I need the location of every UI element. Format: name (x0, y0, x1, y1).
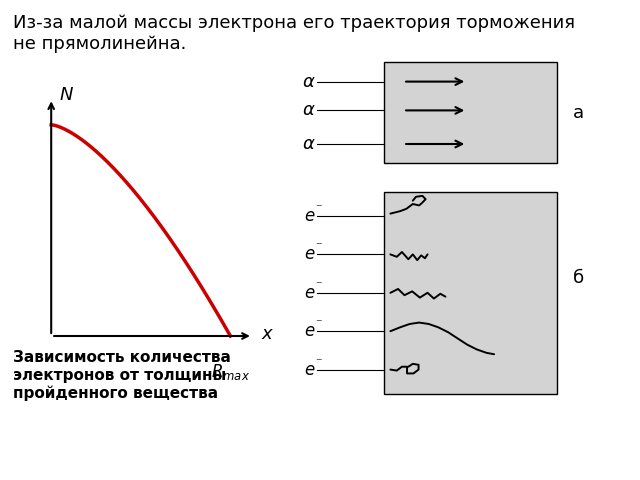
Text: e: e (304, 207, 314, 225)
Text: ⁻: ⁻ (315, 356, 321, 369)
Bar (384, 62, 557, 163)
Text: α: α (303, 101, 314, 120)
Text: e: e (304, 284, 314, 302)
Text: Из-за малой массы электрона его траектория торможения
не прямолинейна.: Из-за малой массы электрона его траектор… (13, 14, 575, 53)
Text: e: e (304, 360, 314, 379)
Text: ⁻: ⁻ (315, 279, 321, 292)
Text: α: α (303, 135, 314, 153)
Text: α: α (303, 72, 314, 91)
Text: ⁻: ⁻ (315, 202, 321, 216)
Text: e: e (304, 245, 314, 264)
Text: ⁻: ⁻ (315, 240, 321, 254)
Text: $x$: $x$ (261, 324, 275, 343)
Bar (384, 192, 557, 394)
Text: ⁻: ⁻ (315, 317, 321, 331)
Text: e: e (304, 322, 314, 340)
Text: $N$: $N$ (59, 86, 74, 104)
Text: б: б (573, 269, 584, 288)
Text: Зависимость количества
электронов от толщины
пройденного вещества: Зависимость количества электронов от тол… (13, 350, 230, 401)
Text: a: a (573, 104, 584, 122)
Text: $R_{max}$: $R_{max}$ (211, 362, 250, 383)
